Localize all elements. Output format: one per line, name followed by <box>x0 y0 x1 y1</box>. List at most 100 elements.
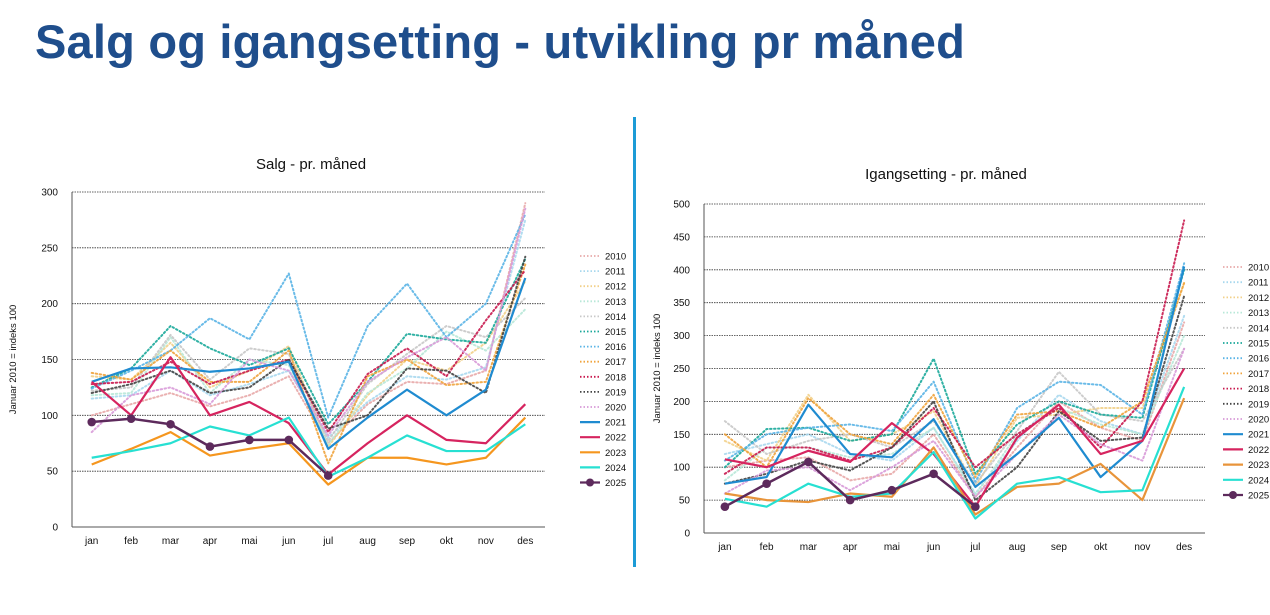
legend-label-2023: 2023 <box>605 448 626 459</box>
y-axis-label: Januar 2010 = indeks 100 <box>8 305 19 415</box>
y-tick-label: 100 <box>673 463 690 474</box>
legend-label-2016: 2016 <box>605 342 626 353</box>
series-line-2019 <box>723 295 1186 502</box>
y-tick-label: 100 <box>41 411 58 422</box>
x-tick-label: apr <box>203 536 218 547</box>
chart-igangsetting: Igangsetting - pr. måned Januar 2010 = in… <box>652 166 1269 553</box>
series-line-2015 <box>90 258 527 426</box>
y-tick-label: 50 <box>679 496 691 507</box>
x-tick-label: feb <box>760 542 774 553</box>
legend-label-2012: 2012 <box>605 282 626 293</box>
legend-label-2019: 2019 <box>1248 399 1269 410</box>
x-tick-label: des <box>517 536 533 547</box>
y-tick-label: 400 <box>673 265 690 276</box>
chart-divider <box>633 117 636 567</box>
series-line-2024 <box>91 416 526 478</box>
x-tick-label: nov <box>1134 542 1150 553</box>
legend-label-2022: 2022 <box>1248 445 1269 456</box>
data-point-2025 <box>245 435 254 445</box>
legend-label-2025: 2025 <box>605 478 626 489</box>
x-tick-label: jun <box>926 542 940 553</box>
series-line-2016 <box>90 213 527 419</box>
y-axis-label: Januar 2010 = indeks 100 <box>652 314 663 424</box>
series-line-2017 <box>723 281 1186 479</box>
legend-label-2011: 2011 <box>1248 278 1268 289</box>
x-tick-label: okt <box>440 536 454 547</box>
legend-label-2021: 2021 <box>1248 430 1269 441</box>
legend-label-2022: 2022 <box>605 433 626 444</box>
x-tick-label: sep <box>1051 542 1068 553</box>
legend-label-2015: 2015 <box>1248 339 1269 350</box>
data-point-2025 <box>845 495 855 505</box>
x-tick-label: aug <box>1009 542 1026 553</box>
legend-label-2017: 2017 <box>1248 369 1269 380</box>
data-point-2025 <box>87 417 97 427</box>
legend-label-2025: 2025 <box>1248 491 1269 502</box>
y-tick-label: 500 <box>673 200 690 211</box>
series-line-2019 <box>90 255 527 430</box>
data-point-2025 <box>929 469 938 479</box>
x-tick-label: des <box>1176 542 1192 553</box>
data-point-2025 <box>166 419 175 429</box>
series-line-2018 <box>723 219 1186 475</box>
series-line-2024 <box>724 386 1186 520</box>
chart-salg: Salg - pr. måned Januar 2010 = indeks 100… <box>8 156 626 547</box>
legend-marker-2025 <box>586 478 594 487</box>
series-line-2020 <box>90 207 527 437</box>
y-tick-label: 150 <box>41 355 58 366</box>
legend-label-2010: 2010 <box>605 252 626 263</box>
x-tick-label: feb <box>124 536 138 547</box>
y-tick-label: 350 <box>673 298 690 309</box>
x-tick-label: mai <box>241 536 257 547</box>
series-line-2015 <box>723 268 1186 475</box>
legend-marker-2025 <box>1229 491 1237 499</box>
y-tick-label: 250 <box>41 243 58 254</box>
y-tick-label: 0 <box>684 529 690 540</box>
x-tick-label: mar <box>800 542 818 553</box>
legend-label-2020: 2020 <box>1248 415 1269 426</box>
legend-label-2014: 2014 <box>605 312 626 323</box>
y-tick-label: 300 <box>41 188 58 199</box>
legend-label-2012: 2012 <box>1248 293 1269 304</box>
data-point-2025 <box>126 414 136 423</box>
legend-label-2024: 2024 <box>1248 475 1269 486</box>
data-point-2025 <box>205 442 215 451</box>
series-line-2014 <box>90 297 527 443</box>
legend-label-2013: 2013 <box>605 297 626 308</box>
legend-label-2013: 2013 <box>1248 308 1269 319</box>
series-line-2010 <box>90 202 527 445</box>
x-tick-label: jan <box>84 536 98 547</box>
x-tick-label: nov <box>478 536 494 547</box>
x-tick-label: okt <box>1094 542 1108 553</box>
legend-label-2021: 2021 <box>605 418 626 429</box>
series-line-2021 <box>724 266 1186 489</box>
data-point-2025 <box>887 485 897 495</box>
data-point-2025 <box>971 502 980 511</box>
y-tick-label: 450 <box>673 232 690 243</box>
series-line-2016 <box>723 262 1186 483</box>
legend-label-2010: 2010 <box>1248 263 1269 274</box>
data-point-2025 <box>323 471 333 480</box>
legend-label-2015: 2015 <box>605 327 626 338</box>
y-tick-label: 200 <box>41 299 58 310</box>
y-tick-label: 50 <box>47 467 59 478</box>
x-tick-label: mar <box>162 536 180 547</box>
y-tick-label: 250 <box>673 364 690 375</box>
x-tick-label: jun <box>281 536 295 547</box>
legend-label-2016: 2016 <box>1248 354 1269 365</box>
legend-label-2024: 2024 <box>605 463 626 474</box>
data-point-2025 <box>720 502 730 511</box>
series-line-2017 <box>90 263 527 465</box>
series-line-2020 <box>723 347 1186 498</box>
legend-label-2011: 2011 <box>605 267 625 278</box>
legend-label-2023: 2023 <box>1248 460 1269 471</box>
x-tick-label: mai <box>884 542 900 553</box>
y-tick-label: 0 <box>52 523 58 534</box>
chart-title: Igangsetting - pr. måned <box>865 166 1027 183</box>
page-title: Salg og igangsetting - utvikling pr måne… <box>35 15 965 68</box>
data-point-2025 <box>762 479 771 488</box>
data-point-2025 <box>804 457 813 467</box>
x-tick-label: jul <box>969 542 980 553</box>
y-tick-label: 300 <box>673 331 690 342</box>
legend-label-2018: 2018 <box>1248 384 1269 395</box>
